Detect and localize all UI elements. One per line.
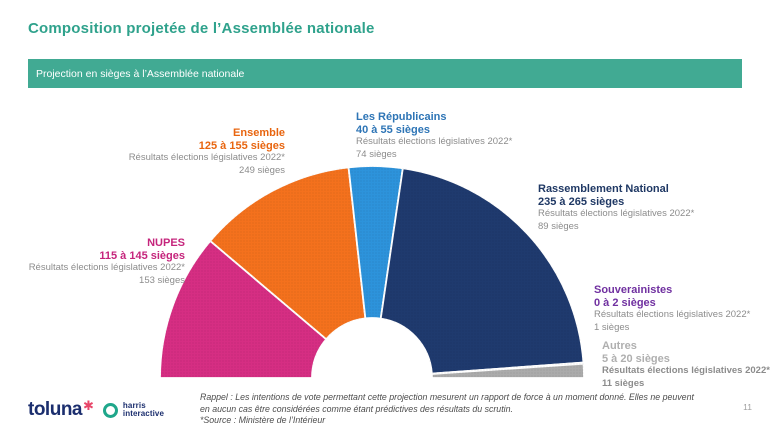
party-ref-seats: 11 sièges (602, 377, 645, 389)
section-banner: Projection en sièges à l’Assemblée natio… (28, 59, 742, 88)
party-name: Autres (602, 340, 637, 352)
party-name: Rassemblement National (538, 183, 669, 195)
party-projection: 235 à 265 sièges (538, 195, 625, 208)
label-autres: Autres 5 à 20 sièges Résultats élections… (602, 340, 770, 390)
section-banner-label: Projection en sièges à l’Assemblée natio… (36, 67, 245, 80)
label-les-republicains: Les Républicains 40 à 55 sièges Résultat… (356, 111, 512, 161)
footnote: Rappel : Les intentions de vote permetta… (200, 392, 694, 427)
footnote-line: Rappel : Les intentions de vote permetta… (200, 392, 694, 402)
party-ref-seats: 89 sièges (538, 220, 579, 232)
party-ref-seats: 153 sièges (139, 274, 185, 286)
label-souverainistes: Souverainistes 0 à 2 sièges Résultats él… (594, 284, 750, 334)
harris-ring-icon (102, 402, 118, 418)
party-ref-seats: 1 sièges (594, 321, 630, 333)
party-name: Souverainistes (594, 284, 673, 296)
party-ref-seats: 249 sièges (239, 164, 285, 176)
harris-interactive-logo: harris interactive (102, 400, 165, 419)
party-reference: Résultats élections législatives 2022* (356, 136, 513, 147)
label-nupes: NUPES 115 à 145 sièges Résultats électio… (29, 237, 185, 287)
toluna-star-icon: ✱ (83, 398, 94, 413)
party-name: Ensemble (233, 127, 285, 139)
party-name: Les Républicains (356, 111, 447, 123)
party-projection: 125 à 155 sièges (198, 139, 285, 152)
page-title: Composition projetée de l’Assemblée nati… (28, 20, 375, 37)
harris-logo-line: interactive (122, 409, 165, 418)
party-reference: Résultats élections législatives 2022* (602, 365, 770, 376)
label-rassemblement-national: Rassemblement National 235 à 265 sièges … (538, 183, 694, 233)
harris-logo-line: harris (122, 400, 146, 410)
page-number: 11 (743, 402, 752, 412)
party-reference: Résultats élections législatives 2022* (594, 309, 751, 320)
party-reference: Résultats élections législatives 2022* (28, 262, 185, 273)
party-projection: 5 à 20 sièges (602, 352, 670, 365)
party-reference: Résultats élections législatives 2022* (538, 208, 695, 219)
party-projection: 40 à 55 sièges (356, 123, 431, 136)
party-name: NUPES (147, 237, 185, 249)
party-projection: 0 à 2 sièges (594, 296, 656, 309)
party-reference: Résultats élections législatives 2022* (128, 152, 285, 163)
footnote-source: *Source : Ministère de l’Intérieur (200, 415, 326, 425)
label-ensemble: Ensemble 125 à 155 sièges Résultats élec… (129, 127, 285, 177)
toluna-harris-logo: toluna ✱ harris interactive (28, 399, 164, 421)
toluna-wordmark: toluna ✱ (28, 398, 94, 420)
party-projection: 115 à 145 sièges (99, 249, 185, 262)
party-ref-seats: 74 sièges (356, 148, 397, 160)
footnote-line: en aucun cas être considérées comme étan… (200, 403, 513, 414)
